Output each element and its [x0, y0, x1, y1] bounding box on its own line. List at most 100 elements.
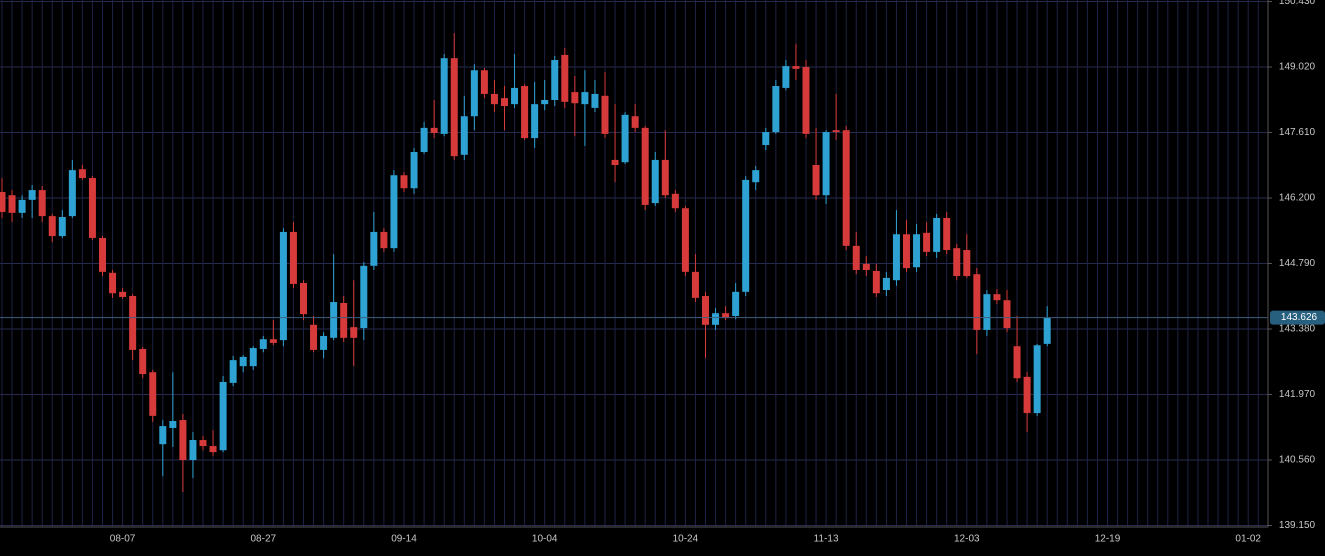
- candle-body: [460, 116, 468, 155]
- candle-body: [310, 324, 318, 350]
- candle-body: [943, 217, 951, 251]
- candle-body: [189, 440, 197, 460]
- candle-body: [902, 234, 910, 269]
- axes: 139.150 140.560 141.970 143.380 144.790 146.2…: [110, 0, 1325, 545]
- candle-body: [1023, 376, 1031, 414]
- candle-body: [822, 132, 830, 196]
- candle-body: [651, 159, 659, 204]
- candle-body: [933, 217, 941, 252]
- y-tick-label: 141.970: [1279, 389, 1316, 400]
- candle-body: [701, 296, 709, 325]
- x-tick-label: 09-14: [391, 534, 417, 545]
- candle-body: [601, 95, 609, 134]
- candle-body: [591, 93, 599, 108]
- candle-body: [551, 60, 559, 100]
- grid: [0, 0, 1268, 527]
- candle-body: [762, 132, 770, 146]
- candle-body: [993, 294, 1001, 301]
- candle-body: [792, 66, 800, 69]
- candle-body: [470, 70, 478, 117]
- candle-body: [249, 348, 257, 367]
- candle-body: [732, 291, 740, 316]
- candle-body: [631, 116, 639, 128]
- x-tick-label: 01-02: [1235, 534, 1261, 545]
- candle-body: [772, 86, 780, 133]
- candle-body: [832, 130, 840, 133]
- candle-body: [812, 165, 820, 196]
- candle-body: [360, 265, 368, 329]
- candle-body: [410, 152, 418, 189]
- candle-body: [490, 93, 498, 105]
- candle-body: [179, 420, 187, 460]
- candle-body: [712, 313, 720, 325]
- candle-body: [671, 193, 679, 209]
- candle-body: [973, 274, 981, 330]
- candle-body: [48, 216, 56, 237]
- candle-body: [742, 179, 750, 292]
- candle-body: [571, 92, 579, 104]
- candle-body: [98, 237, 106, 272]
- y-tick-label: 147.610: [1279, 127, 1316, 138]
- candle-body: [0, 191, 6, 212]
- candle-body: [681, 208, 689, 272]
- candle-body: [1043, 317, 1051, 344]
- candle-body: [852, 245, 860, 271]
- y-tick-label: 143.380: [1279, 324, 1316, 335]
- candle-body: [963, 250, 971, 277]
- candle-body: [892, 234, 900, 281]
- candle-body: [8, 195, 16, 213]
- candle-body: [139, 348, 147, 375]
- candle-body: [661, 159, 669, 196]
- candles: [0, 33, 1268, 493]
- candle-body: [511, 87, 519, 105]
- candle-body: [129, 296, 137, 350]
- y-tick-label: 144.790: [1279, 258, 1316, 269]
- candle-body: [28, 190, 36, 200]
- candle-body: [159, 426, 167, 445]
- y-tick-label: 140.560: [1279, 455, 1316, 466]
- candle-body: [78, 169, 86, 179]
- candle-body: [400, 175, 408, 189]
- candle-body: [913, 234, 921, 268]
- candle-body: [842, 130, 850, 246]
- candle-body: [169, 420, 177, 428]
- candle-body: [872, 270, 880, 294]
- candle-body: [58, 217, 66, 237]
- candle-body: [882, 277, 890, 290]
- candle-body: [109, 272, 117, 294]
- candle-body: [119, 291, 127, 297]
- candle-body: [330, 302, 338, 338]
- candle-body: [219, 381, 227, 451]
- y-tick-label: 150.430: [1279, 0, 1316, 7]
- candle-body: [802, 67, 810, 134]
- x-tick-label: 12-19: [1095, 534, 1121, 545]
- candle-body: [782, 66, 790, 88]
- candle-body: [289, 231, 297, 284]
- candle-body: [1013, 346, 1021, 379]
- candle-body: [299, 283, 307, 315]
- candle-body: [209, 446, 217, 453]
- candle-body: [440, 58, 448, 134]
- candle-body: [561, 54, 569, 102]
- candle-body: [320, 335, 328, 350]
- x-tick-label: 10-04: [532, 534, 558, 545]
- candle-body: [983, 294, 991, 330]
- candle-body: [340, 302, 348, 338]
- x-tick-label: 12-03: [954, 534, 980, 545]
- candle-body: [229, 360, 237, 383]
- candle-body: [38, 190, 46, 217]
- candle-body: [269, 339, 277, 343]
- candle-body: [88, 178, 96, 238]
- candle-body: [450, 58, 458, 157]
- candle-body: [923, 232, 931, 252]
- candle-body: [611, 159, 619, 166]
- candle-body: [149, 372, 157, 416]
- candle-body: [541, 99, 549, 105]
- candle-body: [953, 248, 961, 277]
- candle-body: [239, 356, 247, 367]
- candle-body: [581, 92, 589, 105]
- candle-body: [1033, 345, 1041, 414]
